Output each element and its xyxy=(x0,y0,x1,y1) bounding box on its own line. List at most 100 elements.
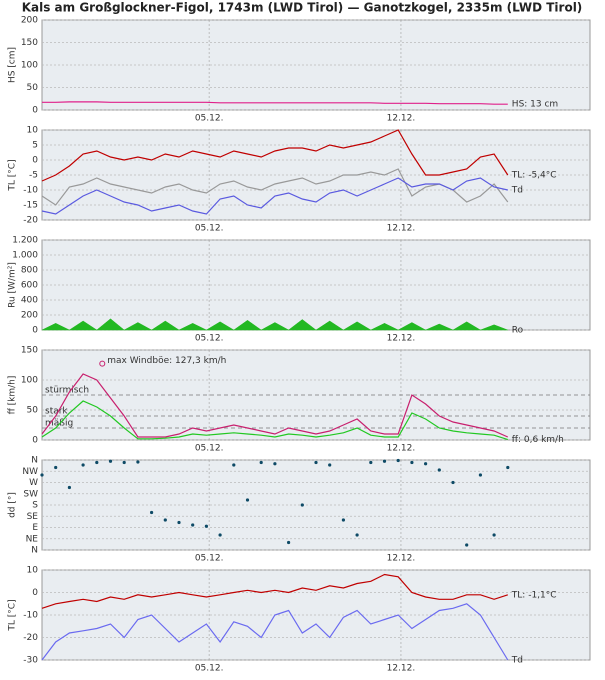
line xyxy=(41,129,509,182)
y-tick-label: 400 xyxy=(21,296,38,306)
scatter-point xyxy=(54,465,58,470)
y-axis-label: Ru [W/m²] xyxy=(8,262,18,308)
series-label: ff: 0,6 km/h xyxy=(512,435,564,445)
scatter-point xyxy=(410,460,414,465)
y-tick-label: 10 xyxy=(27,126,39,136)
line xyxy=(41,177,508,215)
y-axis-label: HS [cm] xyxy=(8,47,18,83)
x-tick-label: 12.12. xyxy=(387,114,416,124)
chart-title: Kals am Großglockner-Figol, 1743m (LWD T… xyxy=(22,1,583,15)
scatter-point xyxy=(232,463,236,467)
scatter-point xyxy=(451,480,455,485)
scatter-point xyxy=(424,462,428,466)
y-tick-label: NW xyxy=(22,467,38,477)
annotation-label: max Windböe: 127,3 km/h xyxy=(107,356,226,366)
scatter-point xyxy=(108,459,113,463)
y-tick-label: 5 xyxy=(32,141,38,151)
x-tick-label: 05.12. xyxy=(195,224,224,234)
y-tick-label: 100 xyxy=(21,376,38,386)
y-tick-label: SE xyxy=(27,512,39,522)
scatter-point xyxy=(465,543,469,547)
area xyxy=(41,318,508,331)
scatter-point xyxy=(478,473,482,477)
series-label: Td xyxy=(511,186,523,196)
y-axis-label: TL [°C] xyxy=(8,159,18,191)
y-tick-label: SW xyxy=(23,489,38,499)
annotation-marker xyxy=(99,360,106,367)
y-tick-label: 600 xyxy=(21,281,38,291)
line xyxy=(41,603,509,661)
scatter-point xyxy=(122,460,126,465)
scatter-point xyxy=(81,463,85,467)
y-tick-label: 10 xyxy=(27,566,39,576)
scatter-point xyxy=(300,503,304,507)
scatter-point xyxy=(396,458,400,463)
scatter-point xyxy=(150,510,154,515)
scatter-point xyxy=(218,533,222,537)
scatter-point xyxy=(506,465,510,470)
y-tick-label: -10 xyxy=(23,186,38,196)
y-tick-label: 50 xyxy=(27,406,39,416)
y-tick-label: 800 xyxy=(21,266,38,276)
series-label: Td xyxy=(511,656,523,666)
scatter-point xyxy=(40,473,44,477)
y-tick-label: 0 xyxy=(32,436,38,446)
y-tick-label: S xyxy=(32,501,38,511)
x-tick-label: 05.12. xyxy=(195,114,224,124)
line xyxy=(41,373,509,438)
x-tick-label: 12.12. xyxy=(387,554,416,564)
y-axis-label: dd [°] xyxy=(8,492,18,518)
y-tick-label: N xyxy=(31,546,38,556)
y-tick-label: E xyxy=(32,523,38,533)
y-tick-label: NE xyxy=(26,534,39,544)
scatter-point xyxy=(177,520,181,525)
scatter-point xyxy=(259,460,263,465)
y-tick-label: -20 xyxy=(23,216,38,226)
y-tick-label: 50 xyxy=(27,83,39,93)
line xyxy=(41,168,509,206)
y-tick-label: W xyxy=(29,478,38,488)
scatter-point xyxy=(287,540,291,545)
x-tick-label: 05.12. xyxy=(195,444,224,454)
series-label: HS: 13 cm xyxy=(512,100,558,110)
x-tick-label: 12.12. xyxy=(387,224,416,234)
series-label: TL: -5,4°C xyxy=(511,171,557,181)
y-tick-label: 100 xyxy=(21,61,38,71)
scatter-point xyxy=(369,460,373,465)
y-tick-label: 200 xyxy=(21,311,38,321)
scatter-point xyxy=(492,533,496,537)
line xyxy=(42,101,508,105)
y-tick-label: 150 xyxy=(21,346,38,356)
x-tick-label: 05.12. xyxy=(195,554,224,564)
x-tick-label: 12.12. xyxy=(387,334,416,344)
y-tick-label: 0 xyxy=(32,156,38,166)
x-tick-label: 05.12. xyxy=(195,664,224,674)
scatter-point xyxy=(328,463,332,467)
x-tick-label: 12.12. xyxy=(387,444,416,454)
y-tick-label: 0 xyxy=(32,326,38,336)
y-tick-label: 1.200 xyxy=(12,236,38,246)
scatter-point xyxy=(95,460,99,465)
line xyxy=(41,573,508,609)
y-tick-label: -20 xyxy=(23,633,38,643)
y-tick-label: -10 xyxy=(23,611,38,621)
series-label: Ro xyxy=(512,326,524,336)
y-tick-label: -5 xyxy=(29,171,38,181)
scatter-point xyxy=(136,460,140,464)
scatter-point xyxy=(191,523,195,527)
scatter-point xyxy=(314,460,318,465)
y-tick-label: N xyxy=(31,456,38,466)
scatter-point xyxy=(437,468,441,472)
threshold-label: stark xyxy=(45,407,68,417)
y-axis-label: ff [km/h] xyxy=(8,376,18,415)
x-tick-label: 05.12. xyxy=(195,334,224,344)
scatter-point xyxy=(204,524,208,528)
line xyxy=(41,400,508,441)
scatter-point xyxy=(67,485,71,490)
scatter-point xyxy=(273,462,277,466)
y-axis-label: TL [°C] xyxy=(8,599,18,631)
scatter-point xyxy=(245,498,250,502)
y-tick-label: 0 xyxy=(32,106,38,116)
scatter-point xyxy=(163,518,167,522)
